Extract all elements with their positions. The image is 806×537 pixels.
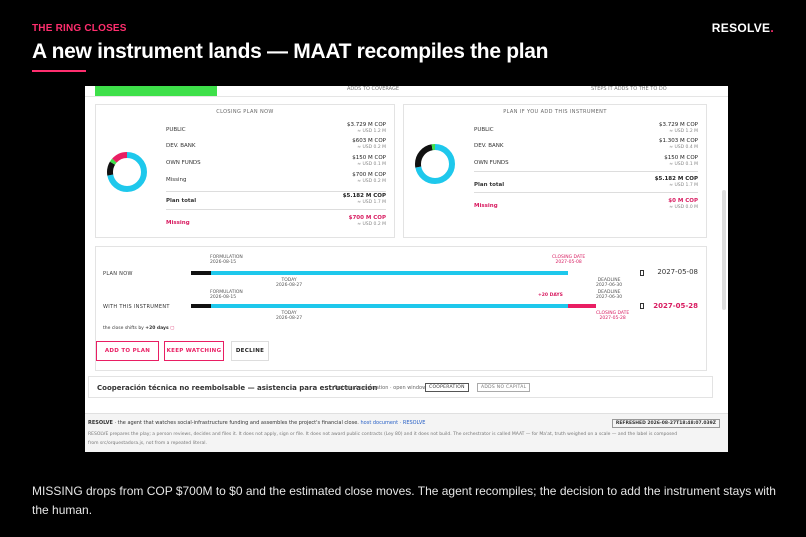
- row-value: $3.729 M COP ≈ USD 1.2 M: [659, 122, 698, 134]
- closing-date-marker: CLOSING DATE 2027-05-08: [552, 255, 586, 265]
- formulation-marker: FORMULATION 2026-08-15: [210, 290, 243, 300]
- row-value: $603 M COP ≈ USD 0.2 M: [352, 138, 386, 150]
- with-instrument-end-date: 2027-05-28: [653, 302, 698, 310]
- bar-end: [640, 270, 644, 276]
- host-document-link[interactable]: host document · RESOLVE: [360, 420, 426, 426]
- disclaimer: RESOLVE prepares the play; a person revi…: [88, 432, 678, 437]
- coverage-label: ADDS TO COVERAGE: [347, 86, 400, 92]
- row-label: Missing: [166, 177, 187, 183]
- donut-slice-own-funds: [415, 144, 455, 184]
- tag-cooperation: COOPERATION: [425, 383, 469, 392]
- keep-watching-button[interactable]: KEEP WATCHING: [164, 341, 224, 361]
- brand-logo: RESOLVE.: [712, 21, 774, 35]
- decline-button[interactable]: DECLINE: [231, 341, 269, 361]
- divider: [474, 192, 698, 193]
- steps-label: STEPS IT ADDS TO THE TO DO: [591, 86, 667, 92]
- row-value: $150 M COP ≈ USD 0.1 M: [664, 155, 698, 167]
- today-marker: TODAY 2026-08-27: [276, 278, 303, 288]
- kicker: THE RING CLOSES: [32, 23, 127, 34]
- brand-dot: .: [770, 21, 774, 35]
- row-value: $700 M COP ≈ USD 0.2 M: [352, 172, 386, 184]
- donut-chart-now: [107, 152, 147, 192]
- divider: [474, 171, 698, 172]
- donut-slice-dev-bank: [415, 144, 455, 184]
- row-label: DEV. BANK: [474, 143, 504, 149]
- add-to-plan-button[interactable]: ADD TO PLAN: [96, 341, 159, 361]
- missing-label: Missing: [474, 203, 498, 209]
- closing-plan-panel: CLOSING PLAN NOW PUBLIC $3.729 M COP ≈ US…: [95, 104, 395, 238]
- row-label: OWN FUNDS: [166, 160, 201, 166]
- panel-title: PLAN IF YOU ADD THIS INSTRUMENT: [503, 109, 607, 115]
- headline-rule: [32, 70, 86, 72]
- row-value: $150 M COP ≈ USD 0.1 M: [352, 155, 386, 167]
- shift-badge: +20 DAYS: [538, 293, 563, 298]
- footer: RESOLVE · the agent that watches social-…: [85, 413, 728, 452]
- donut-chart-new: [415, 144, 455, 184]
- row-label: PUBLIC: [166, 127, 186, 133]
- instrument-name: Cooperación técnica no reembolsable — as…: [97, 384, 378, 392]
- instrument-desc: Technical cooperation · open window: [334, 385, 427, 391]
- shift-note: the close shifts by +20 days ▢: [103, 326, 175, 331]
- refreshed-badge: REFRESHED 2026-08-27T18:48:07.039Z: [611, 419, 720, 428]
- tag-no-capital: ADDS NO CAPITAL: [477, 383, 531, 392]
- plan-now-label: PLAN NOW: [103, 271, 133, 277]
- divider: [166, 191, 386, 192]
- bar-end: [640, 303, 644, 309]
- footer-brand-line: RESOLVE · the agent that watches social-…: [88, 420, 426, 426]
- scrollbar[interactable]: [722, 190, 726, 310]
- bar-shift: [568, 304, 596, 308]
- timeline-panel: PLAN NOW FORMULATION 2026-08-15 CLOSING D…: [95, 246, 707, 371]
- disclaimer-2: from src/orquestadora.js, not from a rep…: [88, 441, 207, 446]
- row-label: DEV. BANK: [166, 143, 196, 149]
- headline: A new instrument lands — MAAT recompiles…: [32, 40, 549, 63]
- today-marker: TODAY 2026-08-27: [276, 311, 303, 321]
- plan-now-end-date: 2027-05-08: [657, 268, 698, 276]
- bar-past: [191, 271, 211, 275]
- donut-slice-missing: [107, 152, 147, 192]
- donut-slice-dev-bank: [107, 152, 147, 192]
- new-plan-panel: PLAN IF YOU ADD THIS INSTRUMENT PUBLIC $…: [403, 104, 707, 238]
- brand-name: RESOLVE: [711, 21, 771, 35]
- missing-value: $0 M COP ≈ USD 0.0 M: [668, 198, 698, 210]
- total-value: $5.182 M COP ≈ USD 1.7 M: [654, 176, 698, 188]
- missing-label: Missing: [166, 220, 190, 226]
- total-label: Plan total: [474, 182, 505, 188]
- total-value: $5.182 M COP ≈ USD 1.7 M: [342, 193, 386, 205]
- row-label: PUBLIC: [474, 127, 494, 133]
- row-label: OWN FUNDS: [474, 160, 509, 166]
- row-value: $3.729 M COP ≈ USD 1.2 M: [347, 122, 386, 134]
- bar-plan: [211, 304, 568, 308]
- panel-title: CLOSING PLAN NOW: [216, 109, 274, 115]
- row-value: $1.303 M COP ≈ USD 0.4 M: [659, 138, 698, 150]
- bar-plan: [211, 271, 568, 275]
- app-screenshot: ADDS TO COVERAGE STEPS IT ADDS TO THE TO…: [85, 86, 728, 452]
- top-strip: ADDS TO COVERAGE STEPS IT ADDS TO THE TO…: [85, 86, 728, 97]
- divider: [166, 209, 386, 210]
- missing-value: $700 M COP ≈ USD 0.2 M: [348, 215, 386, 227]
- bar-past: [191, 304, 211, 308]
- instrument-card[interactable]: Cooperación técnica no reembolsable — as…: [88, 376, 713, 398]
- deadline-marker: DEADLINE 2027-06-30: [596, 290, 623, 300]
- caption: MISSING drops from COP $700M to $0 and t…: [32, 484, 776, 517]
- total-label: Plan total: [166, 198, 197, 204]
- coverage-bar: [95, 86, 217, 96]
- formulation-marker: FORMULATION 2026-08-15: [210, 255, 243, 265]
- closing-date-marker: CLOSING DATE 2027-05-28: [596, 311, 630, 321]
- deadline-marker: DEADLINE 2027-06-30: [596, 278, 623, 288]
- with-instrument-label: WITH THIS INSTRUMENT: [103, 304, 170, 310]
